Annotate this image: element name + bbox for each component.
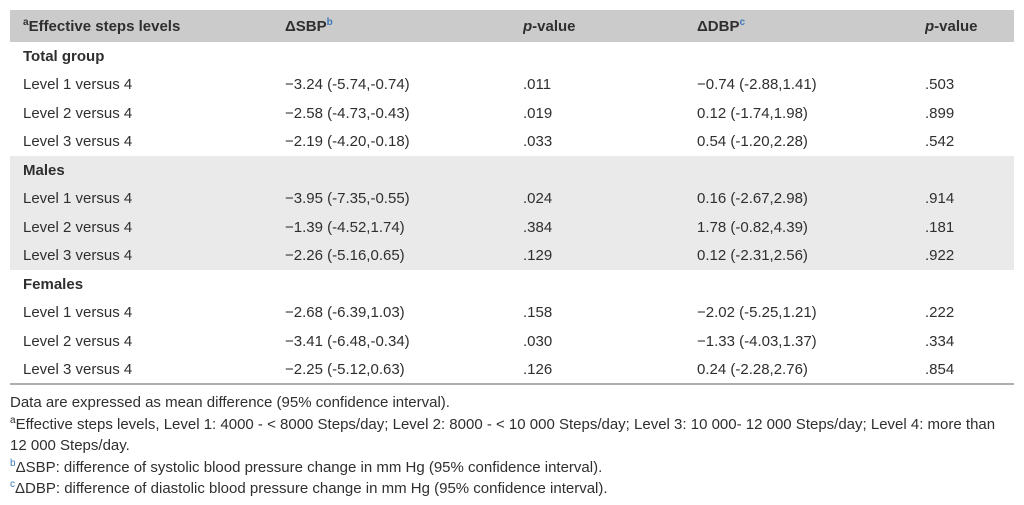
column-header-effective-steps: aEffective steps levels [10,10,285,42]
dbp-value: −0.74 (-2.88,1.41) [697,76,817,94]
column-header-dbp: ΔDBPc [697,10,925,42]
sbp-value: −1.39 (-4.52,1.74) [285,218,405,236]
section-header-row-males: Males [10,156,1014,185]
p-value-sbp: .384 [523,218,553,236]
footnote-marker-c: c [739,16,746,28]
p-value-dbp: .503 [925,76,955,94]
p-value-dbp: .899 [925,104,955,122]
sbp-value: −3.41 (-6.48,-0.34) [285,332,410,350]
dbp-value: 0.54 (-1.20,2.28) [697,133,808,151]
p-value-dbp: .222 [925,304,955,322]
p-value-sbp: .019 [523,104,553,122]
dbp-value: 1.78 (-0.82,4.39) [697,218,808,236]
footnote-marker-b: b [326,16,333,28]
column-header-label: -value [934,17,978,35]
p-value-dbp: .854 [925,360,955,378]
section-header-row-total-group: Total group [10,42,1014,71]
sbp-value: −3.95 (-7.35,-0.55) [285,190,410,208]
section-label: Total group [23,47,105,65]
column-header-label: Effective steps levels [28,17,181,35]
p-value-dbp: .914 [925,190,955,208]
section-label: Females [23,275,84,293]
p-value-dbp: .922 [925,247,955,265]
table-row: Level 3 versus 4 −2.19 (-4.20,-0.18) .03… [10,128,1014,157]
sbp-value: −2.58 (-4.73,-0.43) [285,104,410,122]
dbp-value: 0.16 (-2.67,2.98) [697,190,808,208]
p-value-sbp: .024 [523,190,553,208]
sbp-value: −2.25 (-5.12,0.63) [285,360,405,378]
p-value-dbp: .181 [925,218,955,236]
column-header-label: -value [532,17,576,35]
p-value-sbp: .033 [523,133,553,151]
footnote-b: bΔSBP: difference of systolic blood pres… [10,457,603,476]
p-value-sbp: .011 [523,76,552,94]
column-header-label: p [523,17,533,35]
sbp-value: −2.26 (-5.16,0.65) [285,247,405,265]
column-header-sbp: ΔSBPb [285,10,523,42]
footnote-marker-a: a [23,16,29,28]
dbp-value: 0.24 (-2.28,2.76) [697,360,808,378]
comparison-label: Level 1 versus 4 [23,76,133,94]
column-header-pvalue-dbp: p-value [925,10,1014,42]
table-row: Level 1 versus 4 −2.68 (-6.39,1.03) .158… [10,299,1014,328]
dbp-value: 0.12 (-1.74,1.98) [697,104,808,122]
table-row: Level 3 versus 4 −2.26 (-5.16,0.65) .129… [10,241,1014,270]
dbp-value: 0.12 (-2.31,2.56) [697,247,808,265]
footnote-c: cΔDBP: difference of diastolic blood pre… [10,479,608,498]
footnote-marker-b: b [10,457,16,469]
table-row: Level 3 versus 4 −2.25 (-5.12,0.63) .126… [10,356,1014,385]
blood-pressure-results-table: aEffective steps levels ΔSBPb p-value ΔD… [10,10,1014,385]
comparison-label: Level 2 versus 4 [23,218,133,236]
comparison-label: Level 3 versus 4 [23,360,133,378]
sbp-value: −2.19 (-4.20,-0.18) [285,133,410,151]
p-value-sbp: .129 [523,247,553,265]
sbp-value: −3.24 (-5.74,-0.74) [285,76,410,94]
table-footnotes: Data are expressed as mean difference (9… [10,392,1014,500]
footnote-marker-a: a [10,414,16,426]
footnote-general: Data are expressed as mean difference (9… [10,394,450,411]
comparison-label: Level 2 versus 4 [23,332,133,350]
table-row: Level 2 versus 4 −3.41 (-6.48,-0.34) .03… [10,327,1014,356]
column-header-label: ΔSBP [285,17,327,35]
p-value-dbp: .542 [925,133,955,151]
comparison-label: Level 3 versus 4 [23,133,133,151]
table-row: Level 2 versus 4 −1.39 (-4.52,1.74) .384… [10,213,1014,242]
column-header-label: ΔDBP [697,17,740,35]
section-label: Males [23,161,65,179]
column-header-pvalue-sbp: p-value [523,10,697,42]
section-header-row-females: Females [10,270,1014,299]
footnote-marker-c: c [10,479,15,491]
p-value-dbp: .334 [925,332,955,350]
footnote-a: aEffective steps levels, Level 1: 4000 -… [10,414,996,455]
comparison-label: Level 2 versus 4 [23,104,133,122]
p-value-sbp: .126 [523,360,553,378]
comparison-label: Level 1 versus 4 [23,190,133,208]
table-header-row: aEffective steps levels ΔSBPb p-value ΔD… [10,10,1014,42]
dbp-value: −1.33 (-4.03,1.37) [697,332,817,350]
table-row: Level 2 versus 4 −2.58 (-4.73,-0.43) .01… [10,99,1014,128]
comparison-label: Level 3 versus 4 [23,247,133,265]
table-row: Level 1 versus 4 −3.95 (-7.35,-0.55) .02… [10,184,1014,213]
sbp-value: −2.68 (-6.39,1.03) [285,304,405,322]
p-value-sbp: .030 [523,332,553,350]
dbp-value: −2.02 (-5.25,1.21) [697,304,817,322]
p-value-sbp: .158 [523,304,553,322]
column-header-label: p [925,17,935,35]
comparison-label: Level 1 versus 4 [23,304,133,322]
table-row: Level 1 versus 4 −3.24 (-5.74,-0.74) .01… [10,71,1014,100]
